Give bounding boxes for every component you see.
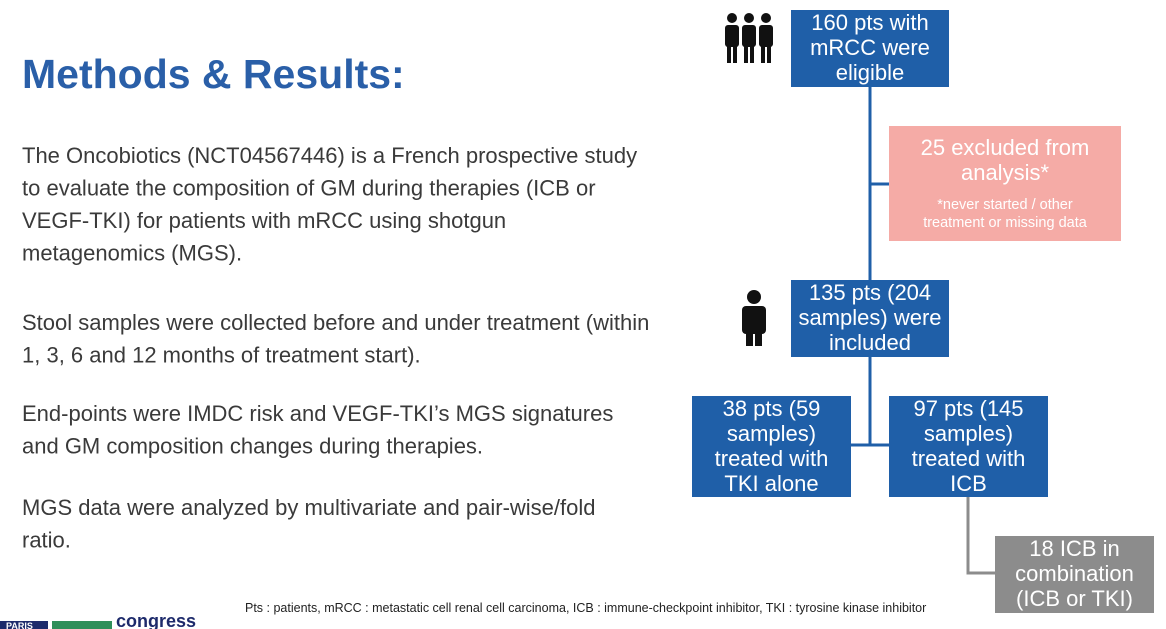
people-icon bbox=[725, 13, 773, 63]
box-text: 25 excluded from bbox=[921, 135, 1090, 160]
box-text: treated with bbox=[715, 446, 829, 471]
box-text: TKI alone bbox=[724, 471, 818, 496]
logo-city: PARIS bbox=[6, 621, 33, 629]
logo-word: congress bbox=[116, 611, 196, 629]
flow-box bbox=[791, 280, 949, 357]
paragraph-line: 1, 3, 6 and 12 months of treatment start… bbox=[22, 343, 421, 368]
box-text: ICB bbox=[950, 471, 987, 496]
logo-block bbox=[0, 621, 48, 629]
box-text: samples) bbox=[727, 421, 816, 446]
paragraph-line: MGS data were analyzed by multivariate a… bbox=[22, 495, 596, 520]
paragraph-line: The Oncobiotics (NCT04567446) is a Frenc… bbox=[22, 143, 637, 168]
flow-box bbox=[889, 126, 1121, 241]
box-text: included bbox=[829, 330, 911, 355]
flow-box bbox=[889, 396, 1048, 497]
paragraph-line: Stool samples were collected before and … bbox=[22, 310, 649, 335]
box-text: 135 pts (204 bbox=[809, 280, 931, 305]
box-text: samples) bbox=[924, 421, 1013, 446]
paragraph-line: and GM composition changes during therap… bbox=[22, 434, 483, 459]
flow-box bbox=[995, 536, 1154, 613]
box-text: 38 pts (59 bbox=[723, 396, 821, 421]
connectors bbox=[851, 87, 889, 447]
flow-box bbox=[692, 396, 851, 497]
connector bbox=[966, 497, 995, 575]
box-text: 18 ICB in bbox=[1029, 536, 1120, 561]
box-text: eligible bbox=[836, 60, 905, 85]
box-text: analysis* bbox=[961, 160, 1049, 185]
box-text: mRCC were bbox=[810, 35, 930, 60]
box-text: treated with bbox=[912, 446, 1026, 471]
paragraph-line: End-points were IMDC risk and VEGF-TKI’s… bbox=[22, 401, 613, 426]
box-text: (ICB or TKI) bbox=[1016, 586, 1133, 611]
box-text: combination bbox=[1015, 561, 1134, 586]
flow-box bbox=[791, 10, 949, 87]
box-note: *never started / other bbox=[937, 197, 1073, 213]
box-text: 97 pts (145 bbox=[913, 396, 1023, 421]
box-text: samples) were bbox=[798, 305, 941, 330]
slide-title: Methods & Results: bbox=[22, 51, 405, 97]
person-icon bbox=[742, 290, 766, 346]
footnote: Pts : patients, mRCC : metastatic cell r… bbox=[245, 601, 926, 615]
paragraph-line: ratio. bbox=[22, 528, 71, 553]
logo-block bbox=[52, 621, 112, 629]
box-note: treatment or missing data bbox=[923, 215, 1088, 231]
paragraph-line: to evaluate the composition of GM during… bbox=[22, 176, 596, 201]
paragraph-line: VEGF-TKI) for patients with mRCC using s… bbox=[22, 208, 506, 233]
box-text: 160 pts with bbox=[811, 10, 928, 35]
paragraph-line: metagenomics (MGS). bbox=[22, 241, 242, 266]
